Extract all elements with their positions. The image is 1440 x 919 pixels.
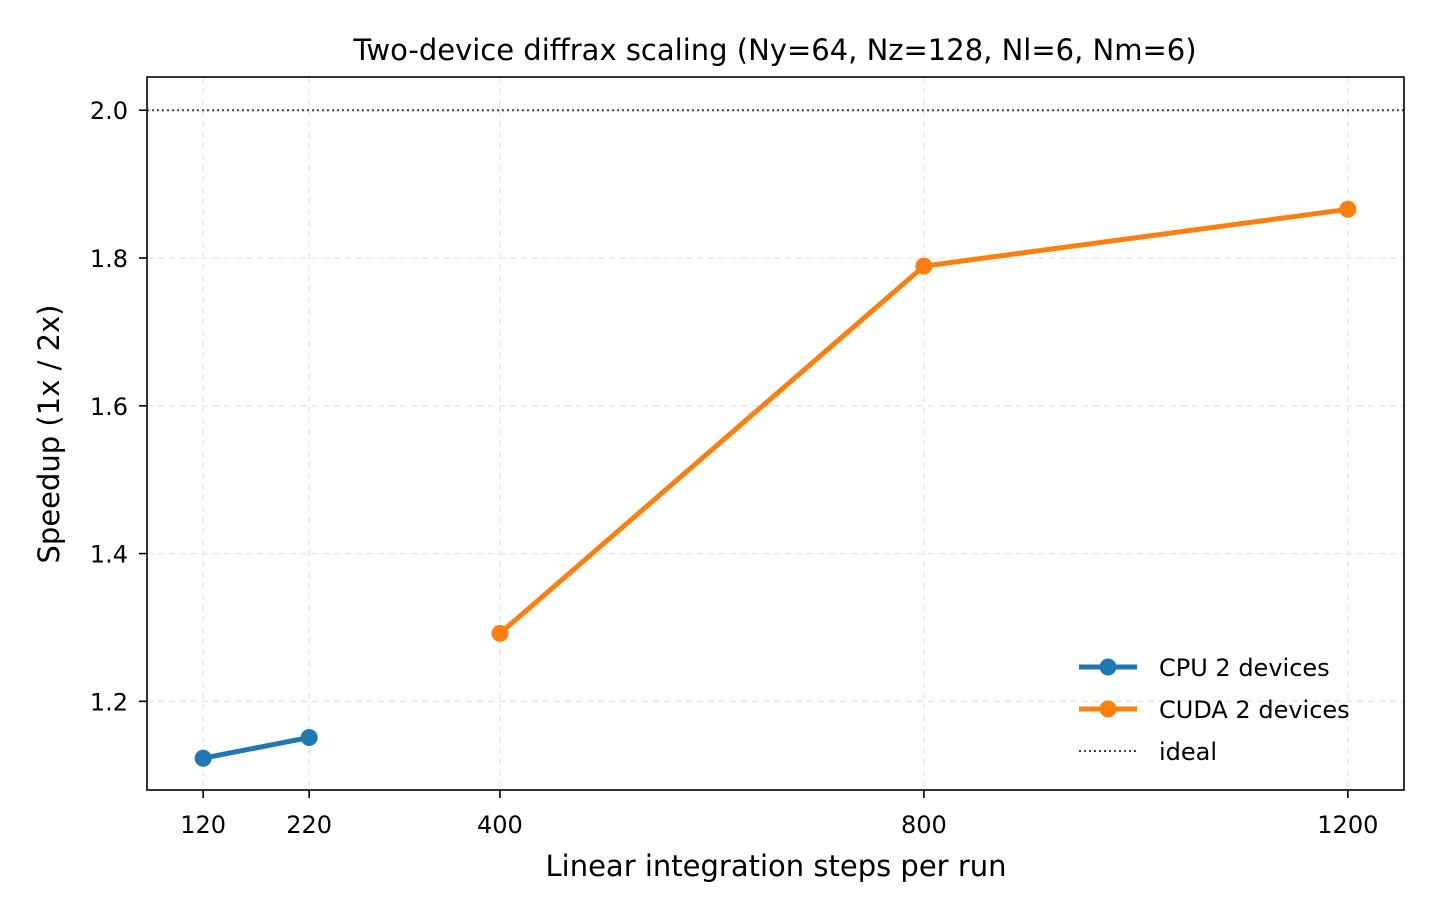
chart-title: Two-device diffrax scaling (Ny=64, Nz=12… bbox=[352, 33, 1196, 67]
series-1-point bbox=[1339, 200, 1357, 218]
legend-marker-1 bbox=[1099, 700, 1117, 718]
x-tick-label: 220 bbox=[286, 811, 332, 839]
grid-layer bbox=[147, 77, 1404, 790]
legend-marker-0 bbox=[1099, 658, 1117, 676]
y-axis-label: Speedup (1x / 2x) bbox=[32, 305, 66, 564]
y-tick-label: 1.6 bbox=[90, 393, 128, 421]
series-0-point bbox=[300, 729, 318, 747]
series-1-point bbox=[491, 624, 509, 642]
plot-frame bbox=[146, 76, 1405, 791]
legend-label-ideal: ideal bbox=[1159, 738, 1217, 766]
legend-label-0: CPU 2 devices bbox=[1159, 654, 1330, 682]
legend: CPU 2 devices CUDA 2 devices ideal bbox=[1079, 654, 1350, 766]
y-tick-label: 1.8 bbox=[90, 245, 128, 273]
legend-label-1: CUDA 2 devices bbox=[1159, 696, 1350, 724]
x-axis-label: Linear integration steps per run bbox=[546, 849, 1007, 883]
y-tick-label: 2.0 bbox=[90, 97, 128, 125]
series-1-point bbox=[915, 257, 933, 275]
y-tick-label: 1.4 bbox=[90, 541, 128, 569]
x-tick-label: 400 bbox=[477, 811, 523, 839]
x-tick-label: 800 bbox=[901, 811, 947, 839]
y-tick-label: 1.2 bbox=[90, 688, 128, 716]
series-line-0 bbox=[202, 735, 310, 761]
series-0-point bbox=[194, 749, 212, 767]
tick-layer: 120 220 400 800 1200 1.2 1.4 1.6 1.8 2.0 bbox=[90, 97, 1379, 839]
series-layer bbox=[194, 200, 1357, 767]
x-tick-label: 1200 bbox=[1317, 811, 1378, 839]
x-tick-label: 120 bbox=[180, 811, 226, 839]
